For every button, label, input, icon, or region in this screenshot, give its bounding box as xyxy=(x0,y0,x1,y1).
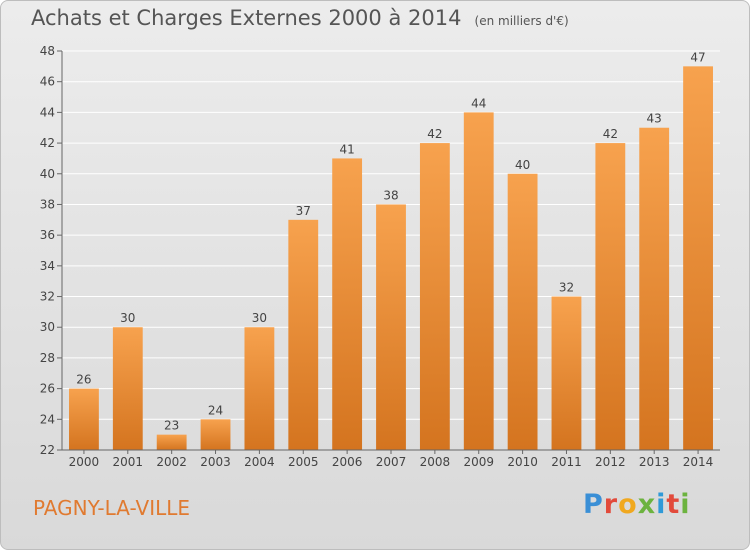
logo-letter: o xyxy=(618,489,638,520)
bar xyxy=(288,219,319,450)
data-label: 47 xyxy=(690,50,705,64)
y-tick-label: 48 xyxy=(40,44,55,58)
y-tick-label: 34 xyxy=(40,259,55,273)
bar xyxy=(244,327,275,450)
x-tick-label: 2014 xyxy=(683,455,714,469)
y-tick-label: 30 xyxy=(40,320,55,334)
data-label: 32 xyxy=(559,281,574,295)
x-tick-label: 2009 xyxy=(463,455,494,469)
x-tick-label: 2008 xyxy=(420,455,451,469)
y-tick-label: 24 xyxy=(40,412,55,426)
x-tick-label: 2004 xyxy=(244,455,275,469)
proxiti-logo: Proxiti xyxy=(583,489,691,520)
x-tick-label: 2002 xyxy=(156,455,187,469)
bar xyxy=(376,204,406,450)
data-label: 38 xyxy=(383,188,398,202)
y-tick-label: 28 xyxy=(40,351,55,365)
bar xyxy=(551,296,582,450)
y-tick-label: 36 xyxy=(40,228,55,242)
y-tick-label: 42 xyxy=(40,136,55,150)
chart-title-unit: (en milliers d'€) xyxy=(474,14,569,28)
data-label: 42 xyxy=(603,127,618,141)
x-tick-label: 2006 xyxy=(332,455,363,469)
x-tick-label: 2005 xyxy=(288,455,319,469)
x-tick-label: 2011 xyxy=(551,455,582,469)
bar xyxy=(112,327,143,450)
x-tick-label: 2001 xyxy=(113,455,144,469)
bars: 26 30 23 24 30 37 41 38 42 44 40 32 42 43 47 xyxy=(69,50,713,451)
bar xyxy=(639,127,670,450)
y-tick-label: 22 xyxy=(40,443,55,457)
data-label: 23 xyxy=(164,419,179,433)
axes: 22 24 26 28 30 32 34 36 38 40 42 44 46 48 2000 2001 2002… xyxy=(40,44,720,469)
bar xyxy=(683,66,713,450)
bar xyxy=(419,143,450,451)
data-label: 43 xyxy=(647,112,662,126)
y-tick-label: 38 xyxy=(40,197,55,211)
data-label: 41 xyxy=(339,142,354,156)
chart-title: Achats et Charges Externes 2000 à 2014 (… xyxy=(31,6,569,30)
data-label: 40 xyxy=(515,158,530,172)
data-label: 42 xyxy=(427,127,442,141)
data-label: 44 xyxy=(471,96,486,110)
x-tick-label: 2007 xyxy=(376,455,407,469)
bar xyxy=(595,143,626,451)
x-tick-label: 2003 xyxy=(200,455,231,469)
logo-letter: P xyxy=(583,489,604,520)
logo-letter: x xyxy=(637,489,657,520)
chart-title-main: Achats et Charges Externes 2000 à 2014 xyxy=(31,6,462,30)
bar xyxy=(332,158,363,450)
data-label: 30 xyxy=(120,311,135,325)
y-tick-label: 26 xyxy=(40,382,55,396)
bar xyxy=(200,419,231,450)
logo-letter: r xyxy=(603,489,619,520)
bar xyxy=(69,388,99,450)
y-tick-label: 40 xyxy=(40,167,55,181)
x-tick-label: 2013 xyxy=(639,455,670,469)
logo-letter: t xyxy=(666,489,681,520)
logo-letter: i xyxy=(680,489,691,520)
bar xyxy=(463,112,494,450)
bar xyxy=(156,434,187,450)
logo-letter: i xyxy=(656,489,667,520)
commune-name: PAGNY-LA-VILLE xyxy=(33,496,191,520)
data-label: 37 xyxy=(296,204,311,218)
bar xyxy=(507,173,538,450)
x-tick-label: 2000 xyxy=(69,455,100,469)
x-tick-label: 2010 xyxy=(507,455,538,469)
x-tick-label: 2012 xyxy=(595,455,626,469)
data-label: 24 xyxy=(208,403,223,417)
data-label: 26 xyxy=(76,373,91,387)
y-tick-label: 32 xyxy=(40,290,55,304)
data-label: 30 xyxy=(252,311,267,325)
y-tick-label: 44 xyxy=(40,105,55,119)
y-tick-label: 46 xyxy=(40,75,55,89)
